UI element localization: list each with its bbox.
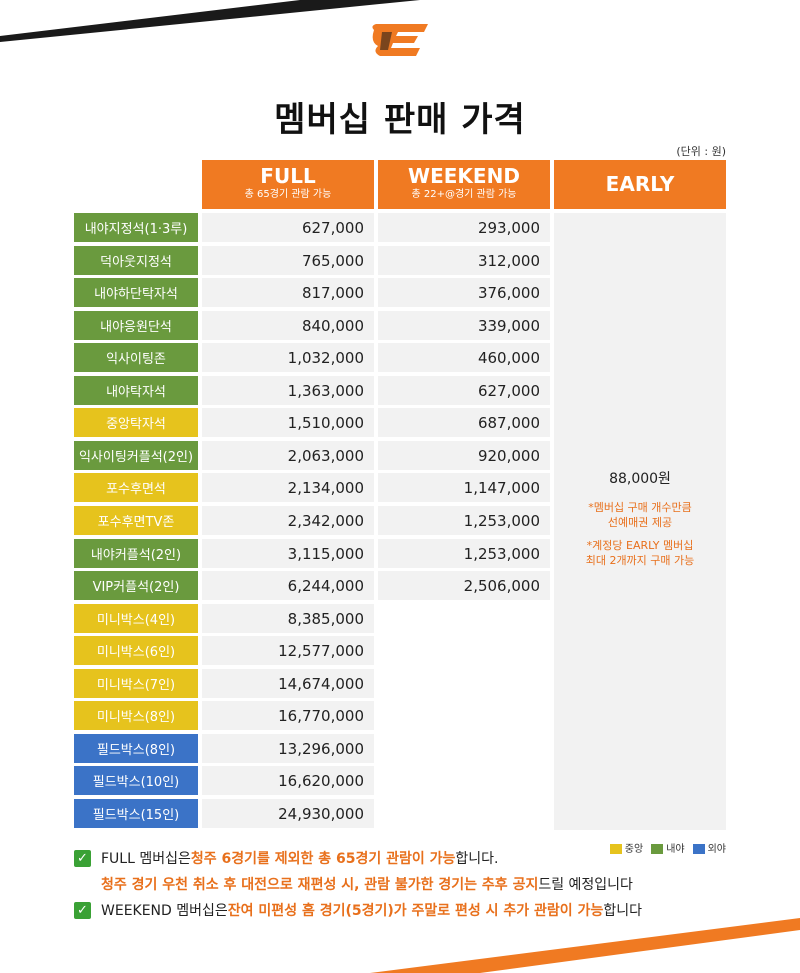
weekend-price: 460,000 [378,343,550,372]
row-label: VIP커플석(2인) [74,571,198,600]
weekend-price: 312,000 [378,246,550,275]
column-header-early: EARLY [554,160,726,209]
row-label: 내야지정석(1·3루) [74,213,198,242]
legend-item: 중앙 [609,840,643,855]
column-header-full: FULL 총 65경기 관람 가능 [202,160,374,209]
full-price: 2,063,000 [202,441,374,470]
early-price: 88,000원 [609,471,671,487]
legend-item: 외야 [692,840,726,855]
row-label: 필드박스(10인) [74,766,198,795]
weekend-price: 920,000 [378,441,550,470]
decorative-stripe-bottom [370,918,800,973]
row-label: 필드박스(15인) [74,799,198,828]
full-price: 1,032,000 [202,343,374,372]
checkmark-icon: ✓ [74,849,91,867]
weekend-price: 627,000 [378,376,550,405]
row-label: 미니박스(4인) [74,604,198,633]
full-price: 1,510,000 [202,408,374,437]
page-title: 멤버십 판매 가격 [274,100,526,140]
row-label: 내야하단탁자석 [74,278,198,307]
early-cell [554,213,726,830]
weekend-price: 2,506,000 [378,571,550,600]
weekend-price: 293,000 [378,213,550,242]
row-label: 내야커플석(2인) [74,539,198,568]
full-price: 840,000 [202,311,374,340]
row-label: 내야탁자석 [74,376,198,405]
checkmark-icon: ✓ [74,901,91,919]
full-price: 13,296,000 [202,734,374,763]
team-logo [372,24,428,56]
row-label: 익사이팅커플석(2인) [74,441,198,470]
zone-legend: 중앙 내야 외야 [609,840,726,855]
full-price: 24,930,000 [202,799,374,828]
weekend-price: 1,253,000 [378,539,550,568]
row-label: 중앙탁자석 [74,408,198,437]
full-price: 8,385,000 [202,604,374,633]
decorative-stripe-top [0,0,420,42]
column-header-weekend: WEEKEND 총 22+@경기 관람 가능 [378,160,550,209]
full-price: 3,115,000 [202,539,374,568]
weekend-price: 1,147,000 [378,473,550,502]
full-price: 12,577,000 [202,636,374,665]
column-subtitle: 총 22+@경기 관람 가능 [411,189,517,200]
weekend-price: 376,000 [378,278,550,307]
note-full: ✓ FULL 멤버십은 청주 6경기를 제외한 총 65경기 관람이 가능 합니다… [74,848,499,868]
weekend-price: 1,253,000 [378,506,550,535]
unit-label: (단위 : 원) [676,145,726,158]
weekend-price: 687,000 [378,408,550,437]
column-title: FULL [260,164,316,188]
row-label: 포수후면TV존 [74,506,198,535]
full-price: 765,000 [202,246,374,275]
column-title: WEEKEND [408,164,520,188]
weekend-price: 339,000 [378,311,550,340]
full-price: 1,363,000 [202,376,374,405]
full-price: 2,342,000 [202,506,374,535]
note-cheongju: 청주 경기 우천 취소 후 대전으로 재편성 시, 관람 불가한 경기는 추후 … [101,877,633,893]
early-note-1: *멤버십 구매 개수만큼 선예매권 제공 [588,501,692,529]
row-label: 미니박스(8인) [74,701,198,730]
row-label: 덕아웃지정석 [74,246,198,275]
row-label: 포수후면석 [74,473,198,502]
full-price: 6,244,000 [202,571,374,600]
full-price: 817,000 [202,278,374,307]
column-title: EARLY [605,172,675,196]
note-weekend: ✓ WEEKEND 멤버십은 잔여 미편성 홈 경기(5경기)가 주말로 편성 … [74,900,642,920]
full-price: 16,770,000 [202,701,374,730]
full-price: 2,134,000 [202,473,374,502]
early-note-2: *계정당 EARLY 멤버십 최대 2개까지 구매 가능 [585,539,695,567]
row-label: 내야응원단석 [74,311,198,340]
full-price: 16,620,000 [202,766,374,795]
row-label: 미니박스(7인) [74,669,198,698]
full-price: 627,000 [202,213,374,242]
full-price: 14,674,000 [202,669,374,698]
column-subtitle: 총 65경기 관람 가능 [244,189,332,200]
row-label: 필드박스(8인) [74,734,198,763]
row-label: 익사이팅존 [74,343,198,372]
row-label: 미니박스(6인) [74,636,198,665]
legend-item: 내야 [651,840,685,855]
